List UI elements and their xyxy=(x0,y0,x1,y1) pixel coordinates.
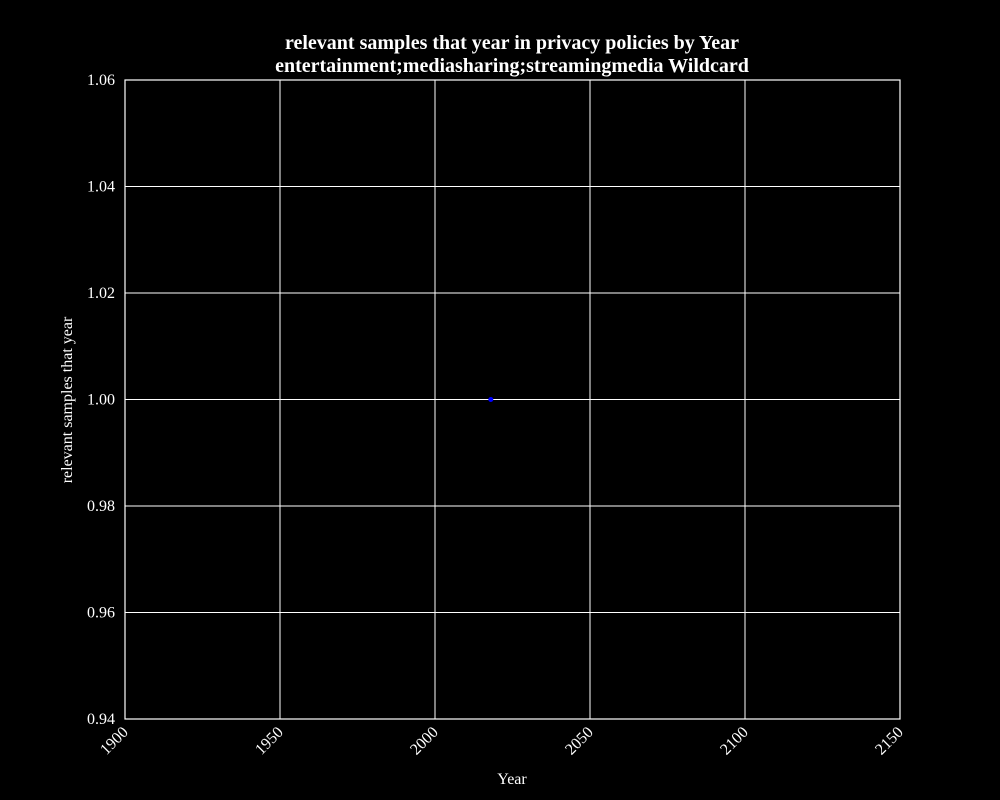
y-axis-label: relevant samples that year xyxy=(59,316,76,483)
y-tick-labels: 1.06 1.04 1.02 1.00 0.98 0.96 0.94 xyxy=(87,72,115,728)
y-tick-label: 1.06 xyxy=(87,72,115,89)
y-tick-label: 1.00 xyxy=(87,392,115,409)
y-tick-label: 1.02 xyxy=(87,285,115,302)
chart-title-line-2: entertainment;mediasharing;streamingmedi… xyxy=(275,55,749,77)
data-point xyxy=(488,397,494,402)
y-tick-label: 0.98 xyxy=(87,498,115,515)
y-tick-label: 0.94 xyxy=(87,711,115,728)
y-tick-label: 1.04 xyxy=(87,179,115,196)
y-tick-label: 0.96 xyxy=(87,605,115,622)
plot-frame xyxy=(124,79,901,720)
x-axis-label: Year xyxy=(497,771,527,788)
data-points xyxy=(488,397,494,402)
chart-title-line-1: relevant samples that year in privacy po… xyxy=(285,32,739,54)
